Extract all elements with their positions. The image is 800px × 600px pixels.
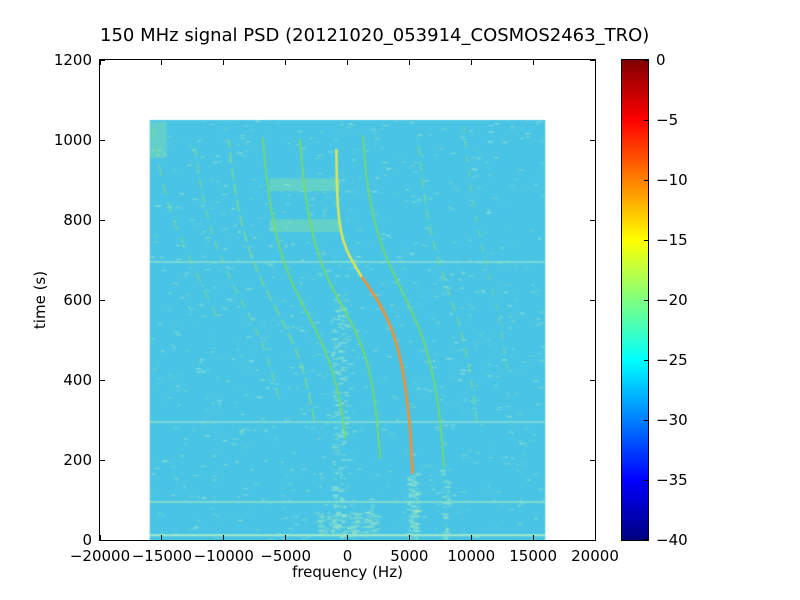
x-tick-mark	[223, 60, 225, 65]
x-tick-label: 20000	[571, 547, 619, 565]
x-tick-mark	[470, 60, 472, 65]
x-tick-mark	[532, 60, 534, 65]
chart-title: 150 MHz signal PSD (20121020_053914_COSM…	[100, 25, 650, 46]
y-tick-mark	[100, 299, 105, 301]
colorbar-tick-label: −20	[656, 291, 688, 309]
x-tick-mark	[347, 60, 348, 65]
x-tick-label: 0	[342, 547, 353, 565]
colorbar	[621, 59, 649, 541]
x-tick-mark	[285, 60, 287, 65]
colorbar-tick-label: −10	[656, 171, 688, 189]
colorbar-tick-mark	[644, 179, 648, 181]
y-axis-label: time (s)	[31, 270, 49, 330]
colorbar-tick-label: −40	[656, 531, 688, 549]
x-tick-label: −10000	[193, 547, 254, 565]
y-tick-label: 1000	[53, 131, 92, 149]
colorbar-tick-label: −5	[656, 111, 679, 129]
x-axis-label: frequency (Hz)	[292, 563, 403, 581]
x-tick-mark	[470, 535, 472, 540]
x-tick-label: −20000	[69, 547, 131, 565]
colorbar-tick-label: 0	[656, 51, 666, 69]
y-tick-mark	[590, 379, 595, 381]
x-tick-mark	[594, 60, 596, 65]
colorbar-tick-mark	[644, 59, 648, 61]
colorbar-tick-label: −15	[656, 231, 688, 249]
y-tick-mark	[590, 59, 595, 61]
y-tick-label: 600	[63, 291, 92, 309]
plot-area	[99, 59, 596, 541]
x-tick-mark	[223, 535, 225, 540]
y-tick-mark	[590, 539, 595, 541]
colorbar-tick-label: −25	[656, 351, 688, 369]
y-tick-mark	[590, 219, 595, 221]
x-tick-label: −15000	[131, 547, 193, 565]
y-tick-label: 800	[63, 211, 92, 229]
y-tick-mark	[590, 139, 595, 141]
y-tick-label: 400	[63, 371, 92, 389]
x-tick-label: 5000	[390, 547, 429, 565]
y-tick-mark	[100, 139, 105, 141]
y-tick-mark	[100, 59, 105, 61]
y-tick-label: 0	[82, 531, 92, 549]
x-tick-mark	[347, 535, 348, 540]
y-tick-mark	[100, 459, 105, 461]
x-tick-mark	[408, 60, 410, 65]
x-tick-mark	[161, 535, 163, 540]
colorbar-tick-mark	[644, 359, 648, 361]
x-tick-mark	[99, 60, 101, 65]
y-tick-mark	[100, 539, 105, 541]
y-tick-mark	[590, 299, 595, 301]
x-tick-mark	[408, 535, 410, 540]
y-tick-mark	[100, 219, 105, 221]
spectrogram-canvas	[100, 60, 595, 540]
y-tick-label: 1200	[53, 51, 92, 69]
colorbar-tick-mark	[644, 299, 648, 301]
colorbar-tick-mark	[644, 239, 648, 241]
x-tick-mark	[532, 535, 534, 540]
y-tick-label: 200	[63, 451, 92, 469]
colorbar-tick-label: −30	[656, 411, 688, 429]
x-tick-label: 15000	[509, 547, 557, 565]
x-tick-mark	[594, 535, 596, 540]
colorbar-tick-mark	[644, 538, 648, 540]
colorbar-tick-label: −35	[656, 471, 688, 489]
colorbar-tick-mark	[644, 419, 648, 421]
x-tick-mark	[99, 535, 101, 540]
y-tick-mark	[100, 379, 105, 381]
x-tick-mark	[285, 535, 287, 540]
x-tick-label: 10000	[447, 547, 496, 565]
x-tick-label: −5000	[260, 547, 311, 565]
x-tick-mark	[161, 60, 163, 65]
y-tick-mark	[590, 459, 595, 461]
colorbar-tick-mark	[644, 119, 648, 121]
colorbar-tick-mark	[644, 479, 648, 481]
